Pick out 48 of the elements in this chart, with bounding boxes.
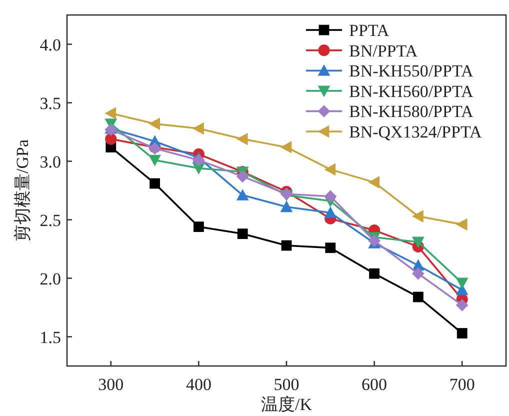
- point: [280, 141, 292, 154]
- point: [280, 200, 293, 212]
- y-tick-label: 2.5: [40, 210, 61, 230]
- point: [237, 228, 248, 239]
- x-tick-label: 700: [449, 375, 475, 394]
- legend-label: BN-KH580/PPTA: [349, 102, 474, 122]
- point: [413, 292, 424, 302]
- legend-label: BN-QX1324/PPTA: [349, 122, 482, 142]
- point: [412, 236, 424, 248]
- point: [192, 122, 204, 135]
- y-tick-label: 4.0: [40, 35, 61, 54]
- point: [456, 278, 468, 290]
- point: [281, 240, 292, 251]
- point: [324, 163, 336, 176]
- y-tick-label: 3.5: [40, 94, 61, 113]
- legend-label: BN/PPTA: [349, 41, 418, 60]
- point: [104, 107, 116, 120]
- y-tick-label: 1.5: [40, 328, 61, 347]
- point: [456, 328, 468, 338]
- point: [192, 154, 205, 166]
- point: [236, 132, 248, 146]
- point: [368, 176, 380, 189]
- y-tick-label: 2.0: [40, 269, 61, 288]
- point: [150, 178, 160, 189]
- point: [456, 218, 468, 231]
- point: [194, 222, 204, 232]
- legend-label: BN-KH550/PPTA: [349, 62, 474, 81]
- x-tick-label: 500: [274, 375, 300, 394]
- point: [456, 298, 468, 312]
- point: [324, 206, 337, 218]
- point: [369, 268, 380, 279]
- point: [105, 133, 117, 145]
- x-axis-title: 温度/K: [261, 395, 313, 414]
- point: [412, 210, 424, 222]
- y-axis-title: 剪切模量/GPa: [13, 139, 32, 242]
- point: [148, 118, 160, 130]
- x-tick-label: 300: [98, 375, 124, 394]
- legend-label: PPTA: [349, 21, 390, 40]
- y-tick-label: 3.0: [40, 152, 61, 172]
- x-tick-label: 400: [186, 375, 212, 394]
- point: [324, 190, 337, 203]
- point: [236, 170, 249, 183]
- point: [412, 267, 424, 280]
- point: [325, 242, 336, 254]
- legend-label: BN-KH560/PPTA: [349, 82, 474, 101]
- point: [148, 154, 161, 166]
- x-tick-label: 600: [362, 375, 388, 394]
- point: [236, 188, 249, 200]
